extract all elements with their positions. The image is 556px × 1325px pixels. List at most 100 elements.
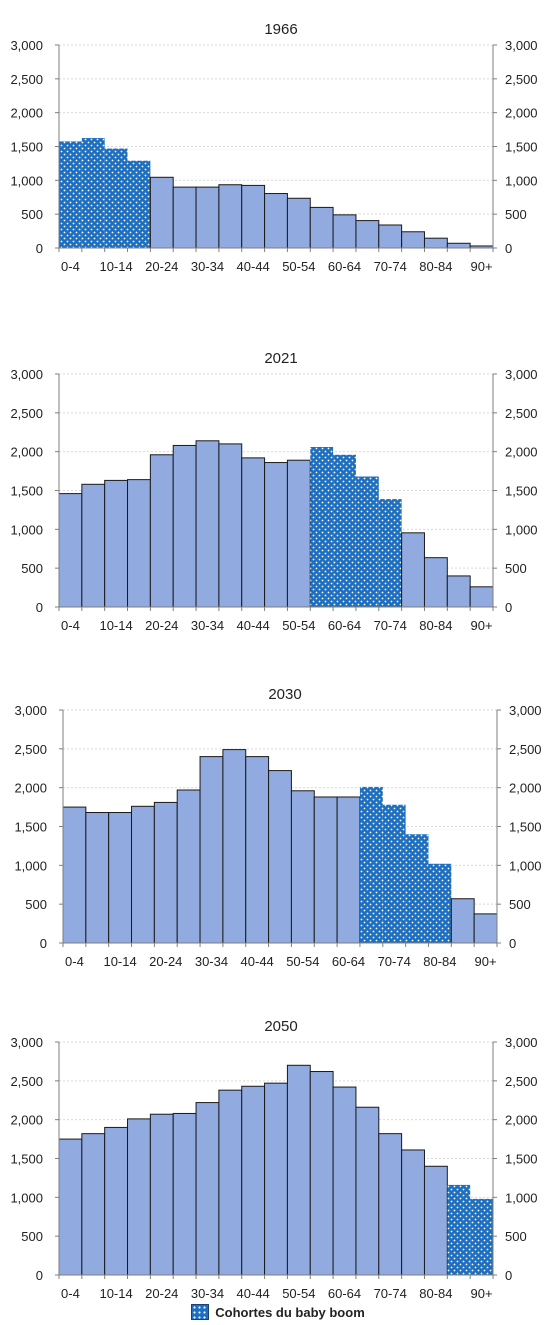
bar-60-64 xyxy=(332,1086,357,1276)
bar-20-24 xyxy=(153,801,178,944)
bar-55-59 xyxy=(309,206,334,249)
bar-85-89-baby-boom xyxy=(447,1184,471,1275)
x-tick-label: 40-44 xyxy=(237,1286,270,1300)
x-tick-label: 0-4 xyxy=(65,954,84,969)
bar-25-29 xyxy=(172,444,197,608)
chart-2030: 2030 0 0 500 500 1,000 1,000 1,500 1,500 2,000 2,0… xyxy=(14,686,541,969)
bar-45-49 xyxy=(268,770,292,944)
y-tick-label-right: 1,500 xyxy=(505,140,538,155)
bar-30-34 xyxy=(195,1102,220,1276)
y-tick-label-right: 3,000 xyxy=(505,367,538,382)
bar-20-24 xyxy=(149,176,174,249)
y-tick-label: 3,000 xyxy=(10,38,43,53)
y-tick-label: 1,500 xyxy=(10,484,43,499)
y-tick-label-right: 0 xyxy=(509,936,516,951)
chart-title: 2050 xyxy=(264,1018,297,1035)
y-tick-label-right: 1,500 xyxy=(509,820,542,835)
bar-40-44 xyxy=(241,457,266,608)
x-tick-label: 80-84 xyxy=(419,618,452,633)
y-tick-label-right: 3,000 xyxy=(509,703,542,718)
bar-15-19-baby-boom xyxy=(127,160,151,248)
y-tick-label: 2,000 xyxy=(10,106,43,121)
bar-60-64 xyxy=(332,214,357,249)
x-tick-label: 80-84 xyxy=(419,1286,452,1300)
bar-90+ xyxy=(469,586,494,608)
x-tick-label: 60-64 xyxy=(328,1286,361,1300)
y-tick-label-right: 1,500 xyxy=(505,484,538,499)
y-tick-label-right: 1,500 xyxy=(505,1152,538,1167)
x-tick-label: 50-54 xyxy=(282,1286,315,1300)
bar-30-34 xyxy=(195,186,220,249)
y-tick-label-right: 3,000 xyxy=(505,38,538,53)
x-tick-label: 0-4 xyxy=(61,618,80,633)
bar-0-4-baby-boom xyxy=(59,141,82,248)
y-tick-label-right: 2,000 xyxy=(505,106,538,121)
bar-30-34 xyxy=(199,756,224,944)
y-tick-label-right: 500 xyxy=(509,897,531,912)
bar-65-69-baby-boom xyxy=(359,786,383,943)
y-tick-label-right: 1,000 xyxy=(505,1190,538,1205)
x-tick-label: 90+ xyxy=(475,954,497,969)
chart-1966: 1966 0 0 500 500 1,000 1,000 1,500 1,500 2,000 2,0… xyxy=(10,21,537,274)
x-tick-label: 50-54 xyxy=(282,259,315,274)
y-tick-label-right: 500 xyxy=(505,207,527,222)
bar-70-74 xyxy=(378,1133,403,1276)
bar-55-59 xyxy=(309,1071,334,1276)
y-tick-label: 1,000 xyxy=(14,858,47,873)
bar-80-84-baby-boom xyxy=(428,863,452,943)
y-tick-label: 1,500 xyxy=(10,1152,43,1167)
x-tick-label: 70-74 xyxy=(374,618,407,633)
x-tick-label: 90+ xyxy=(471,618,493,633)
x-tick-label: 80-84 xyxy=(423,954,456,969)
bar-50-54 xyxy=(286,459,311,608)
x-tick-label: 20-24 xyxy=(145,618,178,633)
bar-65-69 xyxy=(355,220,380,249)
y-tick-label: 1,000 xyxy=(10,1190,43,1205)
y-tick-label: 3,000 xyxy=(10,1035,43,1050)
bar-5-9-baby-boom xyxy=(81,138,105,248)
y-tick-label-right: 1,000 xyxy=(505,522,538,537)
y-tick-label-right: 1,000 xyxy=(509,858,542,873)
bar-50-54 xyxy=(286,197,311,249)
chart-2050: 2050 0 0 500 500 1,000 1,000 1,500 1,500 2,000 2,0… xyxy=(10,1018,537,1300)
y-tick-label: 2,000 xyxy=(10,1113,43,1128)
y-tick-label: 0 xyxy=(36,241,43,256)
bar-5-9 xyxy=(85,812,110,944)
x-tick-label: 60-64 xyxy=(328,618,361,633)
bar-70-74 xyxy=(378,224,403,249)
bar-75-79 xyxy=(401,1149,425,1276)
y-tick-label-right: 0 xyxy=(505,600,512,615)
y-tick-label: 500 xyxy=(21,561,43,576)
bar-90+ xyxy=(473,913,498,944)
bar-10-14 xyxy=(104,479,129,608)
bar-45-49 xyxy=(264,1082,288,1276)
bar-85-89 xyxy=(446,575,471,608)
bar-75-79 xyxy=(401,231,425,249)
x-tick-label: 90+ xyxy=(471,1286,493,1300)
bar-10-14-baby-boom xyxy=(104,148,128,248)
bar-75-79-baby-boom xyxy=(405,834,429,943)
x-tick-label: 20-24 xyxy=(145,1286,178,1300)
bar-25-29 xyxy=(172,1112,197,1276)
bar-85-89 xyxy=(446,242,471,249)
bar-20-24 xyxy=(149,1113,174,1276)
bar-70-74-baby-boom xyxy=(378,499,402,607)
x-tick-label: 40-44 xyxy=(237,259,270,274)
y-tick-label-right: 500 xyxy=(505,561,527,576)
y-tick-label: 2,500 xyxy=(10,72,43,87)
bar-65-69 xyxy=(355,1106,380,1276)
y-tick-label-right: 2,500 xyxy=(505,1074,538,1089)
x-tick-label: 10-14 xyxy=(99,1286,132,1300)
bar-35-39 xyxy=(218,184,243,249)
y-tick-label-right: 2,000 xyxy=(505,445,538,460)
x-tick-label: 30-34 xyxy=(191,259,224,274)
y-tick-label: 2,500 xyxy=(10,1074,43,1089)
y-tick-label: 1,500 xyxy=(10,140,43,155)
y-tick-label-right: 500 xyxy=(505,1229,527,1244)
x-tick-label: 40-44 xyxy=(241,954,274,969)
bar-75-79 xyxy=(401,532,425,608)
y-tick-label-right: 2,000 xyxy=(505,1113,538,1128)
bar-30-34 xyxy=(195,440,220,608)
x-tick-label: 30-34 xyxy=(191,618,224,633)
